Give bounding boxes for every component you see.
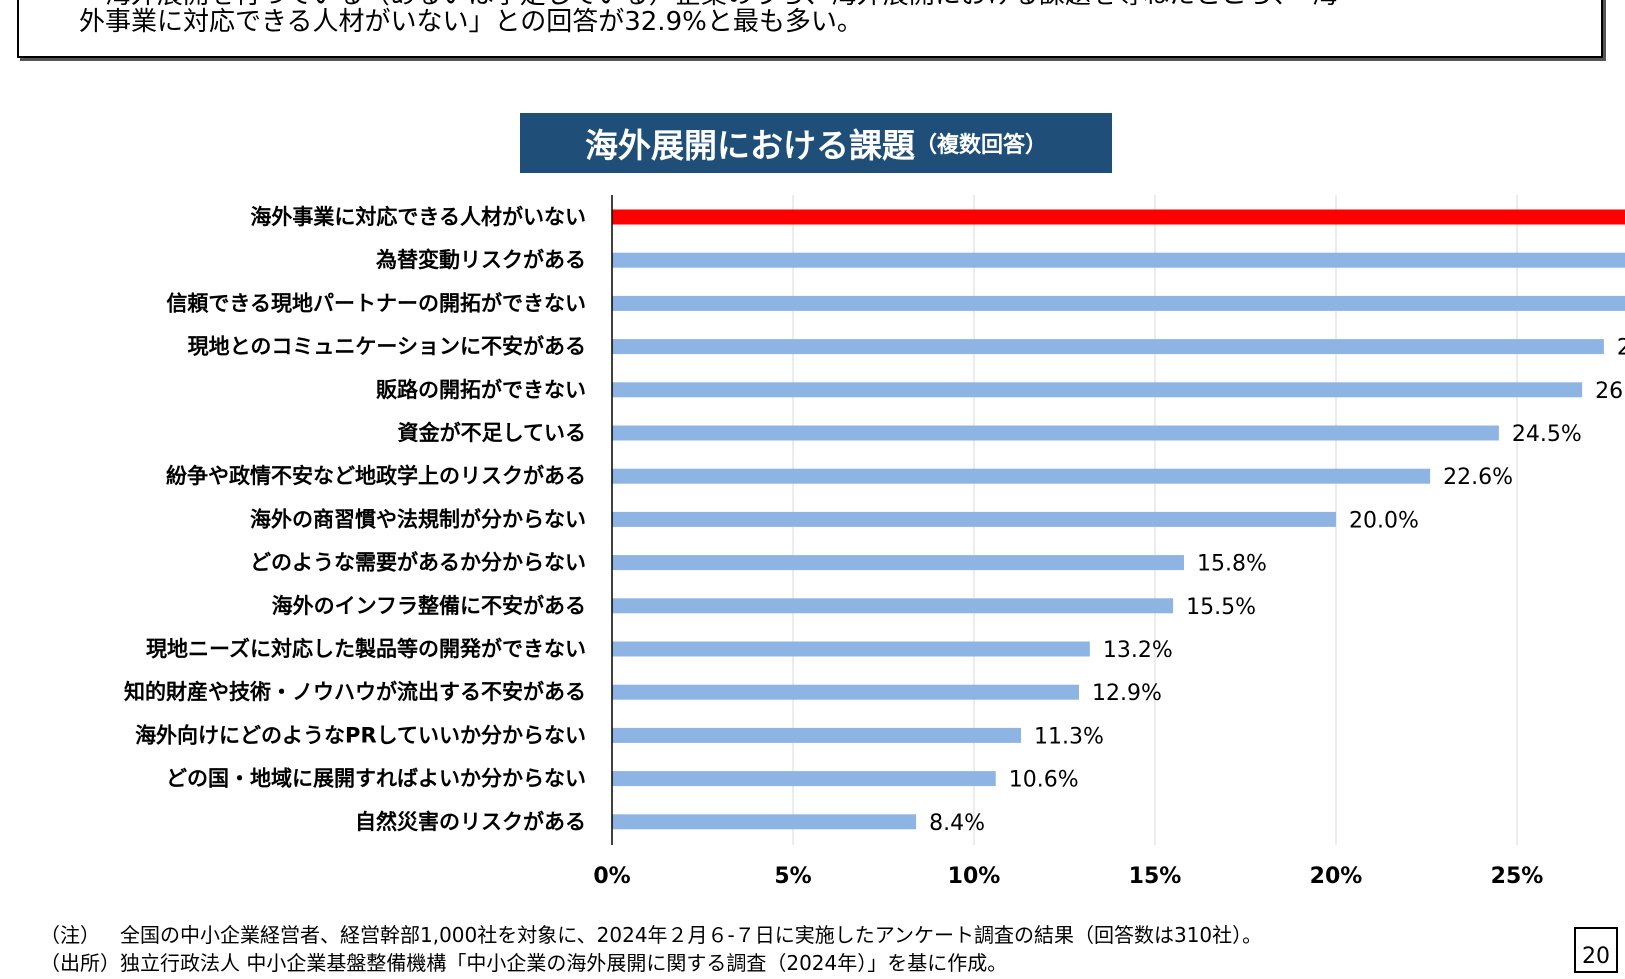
category-label: 現地ニーズに対応した製品等の開発ができない	[146, 637, 586, 661]
category-label: 海外向けにどのようなPRしていいか分からない	[135, 723, 586, 747]
x-tick-label: 0%	[593, 864, 630, 889]
category-label: 現地とのコミュニケーションに不安がある	[188, 335, 586, 359]
data-label: 22.6%	[1443, 465, 1513, 490]
x-tick-label: 5%	[774, 864, 811, 889]
bar	[612, 425, 1499, 441]
data-label: 12.9%	[1092, 681, 1162, 706]
category-label: 海外のインフラ整備に不安がある	[272, 594, 586, 618]
category-label: どの国・地域に展開すればよいか分からない	[166, 767, 586, 791]
footnote-text: 独立行政法人 中小企業基盤整備機構「中小企業の海外展開に関する調査（2024年）…	[120, 951, 1008, 975]
footnote-source: （出所）独立行政法人 中小企業基盤整備機構「中小企業の海外展開に関する調査（20…	[40, 949, 1262, 977]
bar	[612, 598, 1174, 614]
bar	[612, 814, 917, 830]
bar	[612, 252, 1625, 268]
summary-line-2: 外事業に対応できる人材がいない」との回答が32.9%と最も多い。	[79, 7, 863, 37]
footnote-note: （注） 全国の中小企業経営者、経営幹部1,000社を対象に、2024年２月６-７日…	[40, 921, 1262, 949]
bar	[612, 468, 1431, 484]
x-tick-label: 10%	[948, 864, 1001, 889]
chart-title-note: （複数回答）	[914, 133, 1047, 158]
data-label: 15.5%	[1186, 595, 1256, 620]
category-label: 信頼できる現地パートナーの開拓ができない	[166, 291, 586, 315]
bar	[612, 382, 1583, 398]
bar-chart: 海外事業に対応できる人材がいない32.9%為替変動リスクがある32.9%信頼でき…	[124, 195, 1625, 889]
chart-title: 海外展開における課題	[584, 126, 915, 165]
page-number: 20	[1574, 927, 1618, 973]
data-label: 26.8%	[1595, 379, 1625, 404]
data-label: 27.4%	[1617, 336, 1625, 361]
footnote-tag: （出所）	[40, 951, 120, 975]
x-tick-label: 15%	[1129, 864, 1182, 889]
footnote-text: 全国の中小企業経営者、経営幹部1,000社を対象に、2024年２月６-７日に実施…	[120, 923, 1263, 947]
category-label: 資金が不足している	[398, 421, 586, 445]
bar	[612, 771, 996, 787]
x-tick-label: 20%	[1310, 864, 1363, 889]
chart-title-banner: 海外展開における課題 （複数回答）	[520, 113, 1112, 173]
bar	[612, 684, 1079, 700]
bar	[612, 511, 1336, 527]
bar	[612, 727, 1022, 743]
summary-line-1: ・海外展開を行っている（あるいは予定している）企業のうち、海外展開における課題を…	[79, 0, 1338, 8]
bar	[612, 209, 1625, 225]
footnote-tag: （注）	[40, 923, 100, 947]
data-label: 24.5%	[1512, 422, 1582, 447]
bar	[612, 555, 1184, 571]
category-label: 為替変動リスクがある	[376, 248, 586, 272]
data-label: 10.6%	[1009, 768, 1079, 793]
data-label: 20.0%	[1349, 508, 1419, 533]
data-label: 11.3%	[1034, 724, 1104, 749]
data-label: 15.8%	[1197, 552, 1267, 577]
summary-box: ・海外展開を行っている（あるいは予定している）企業のうち、海外展開における課題を…	[17, 0, 1603, 58]
category-label: どのような需要があるか分からない	[250, 551, 586, 575]
category-label: 紛争や政情不安など地政学上のリスクがある	[166, 464, 586, 488]
category-label: 海外の商習慣や法規制が分からない	[250, 507, 586, 531]
category-label: 販路の開拓ができない	[376, 378, 586, 402]
data-label: 8.4%	[929, 811, 985, 836]
bar	[612, 295, 1625, 311]
category-label: 自然災害のリスクがある	[355, 810, 586, 834]
bar	[612, 641, 1090, 657]
x-tick-label: 25%	[1491, 864, 1544, 889]
data-label: 13.2%	[1103, 638, 1173, 663]
category-label: 知的財産や技術・ノウハウが流出する不安がある	[124, 680, 586, 704]
bar	[612, 339, 1604, 355]
category-label: 海外事業に対応できる人材がいない	[250, 205, 586, 229]
footnotes: （注） 全国の中小企業経営者、経営幹部1,000社を対象に、2024年２月６-７日…	[40, 921, 1262, 977]
